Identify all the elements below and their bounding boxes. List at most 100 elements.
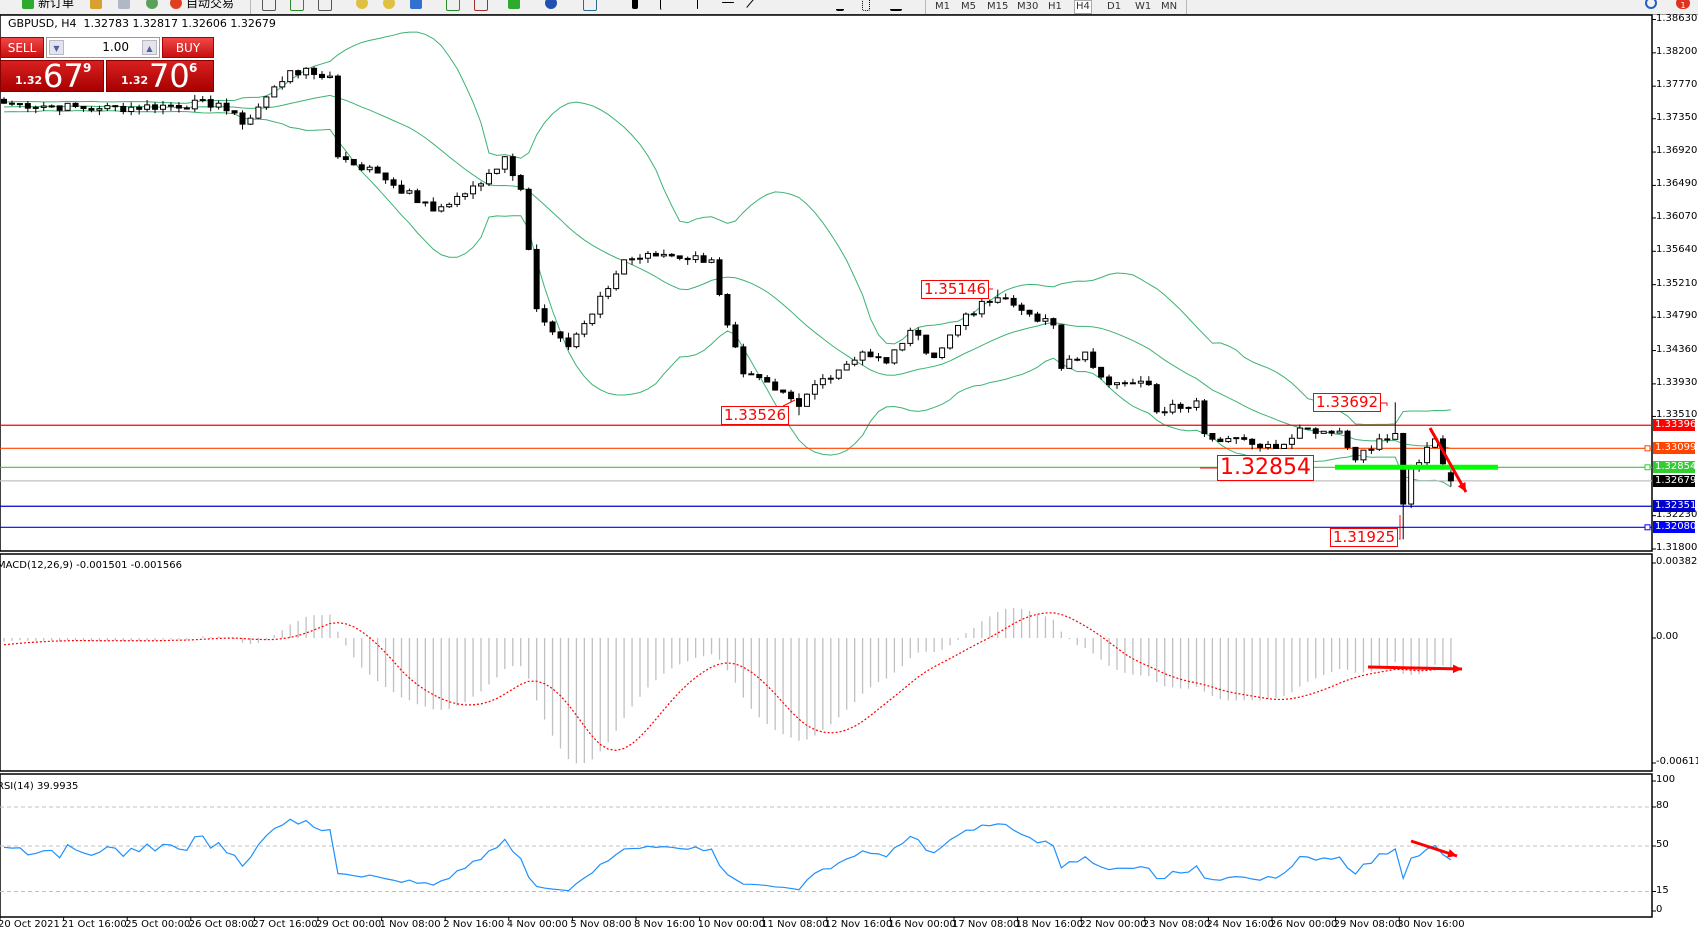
buy-price[interactable]: 1.32 70 6 [106, 57, 214, 95]
search-icon[interactable] [1645, 0, 1657, 9]
price-annotation: 1.31925 [1330, 528, 1399, 547]
cursor-icon[interactable] [632, 0, 638, 9]
timeframe-m30[interactable]: M30 [1017, 1, 1039, 12]
bearish-candle [565, 337, 572, 348]
sell-price-pips: 67 [43, 57, 84, 95]
indicators-icon[interactable] [508, 0, 520, 9]
bullish-candle [1280, 443, 1287, 450]
time-axis-label: 30 Nov 16:00 [1397, 919, 1465, 930]
bearish-candle [1249, 438, 1256, 445]
time-axis-label: 12 Nov 16:00 [824, 919, 893, 930]
bullish-candle [1233, 437, 1240, 440]
bullish-candle [1408, 467, 1415, 505]
autoscroll-icon[interactable] [474, 0, 488, 11]
bullish-candle [859, 351, 866, 361]
toolbar-separator [250, 0, 251, 14]
bullish-candle [326, 75, 333, 78]
bearish-candle [1, 98, 7, 104]
bearish-candle [1384, 438, 1391, 441]
bullish-candle [644, 252, 651, 259]
bearish-candle [883, 357, 890, 364]
volume-input[interactable]: 1.00 [102, 40, 129, 54]
bearish-candle [700, 255, 707, 263]
bearish-candle [923, 334, 930, 354]
time-axis-label: 25 Oct 00:00 [125, 919, 191, 930]
bearish-candle [1241, 437, 1248, 440]
volume-increase-icon[interactable]: ▲ [142, 40, 157, 55]
bearish-candle [1010, 297, 1017, 306]
timeframe-m5[interactable]: M5 [961, 1, 976, 12]
bearish-candle [350, 159, 357, 166]
bullish-candle [947, 334, 954, 349]
sell-button[interactable]: SELL [0, 37, 44, 58]
volume-stepper[interactable]: ▼ 1.00 ▲ [46, 37, 160, 58]
bullish-candle [446, 203, 453, 208]
price-tag: 1.32854 [1653, 461, 1697, 474]
annotation-leader-line [1399, 515, 1401, 540]
auto-trading-icon[interactable] [170, 0, 182, 9]
zoom-in-icon[interactable] [356, 0, 368, 9]
arrows-icon[interactable] [890, 0, 902, 11]
auto-trading-button[interactable]: 自动交易 [186, 0, 235, 10]
bearish-candle [1177, 403, 1184, 409]
chart-shift-icon[interactable] [446, 0, 460, 11]
bullish-candle [962, 313, 969, 326]
bullish-candle [629, 258, 636, 261]
bearish-candle [1034, 313, 1041, 322]
bearish-candle [668, 253, 675, 257]
bearish-candle [334, 75, 341, 158]
timeframe-m15[interactable]: M15 [987, 1, 1009, 12]
timeframe-d1[interactable]: D1 [1107, 1, 1122, 12]
text-icon[interactable] [836, 0, 844, 11]
candlestick-icon[interactable] [290, 0, 304, 11]
bearish-candle [1106, 376, 1113, 386]
timeframe-h4[interactable]: H4 [1074, 0, 1092, 14]
time-axis-label: 26 Nov 00:00 [1270, 919, 1338, 930]
bullish-candle [366, 166, 373, 171]
toolbar-separator [925, 0, 926, 14]
price-axis-label: 1.35640 [1656, 244, 1698, 256]
crosshair-icon[interactable] [660, 0, 673, 10]
bullish-candle [1114, 382, 1120, 386]
horizontal-line-icon[interactable] [722, 2, 734, 3]
time-axis-label: 2 Nov 16:00 [443, 919, 505, 930]
price-annotation: 1.33526 [721, 406, 790, 425]
timeframe-h1[interactable]: H1 [1048, 1, 1062, 12]
bearish-candle [1352, 446, 1359, 461]
bullish-candle [32, 106, 39, 109]
time-axis-label: 4 Nov 00:00 [506, 919, 568, 930]
line-anchor-handle [1644, 445, 1651, 452]
timeframe-mn[interactable]: MN [1161, 1, 1178, 12]
bearish-candle [915, 329, 922, 336]
new-order-icon[interactable] [22, 0, 34, 9]
signals-icon[interactable] [146, 0, 158, 9]
bearish-candle [112, 105, 119, 108]
bearish-candle [358, 164, 365, 171]
bearish-candle [716, 259, 723, 296]
new-order-button[interactable]: 新订单 [38, 0, 75, 10]
tile-windows-icon[interactable] [410, 0, 422, 9]
time-axis-label: 11 Nov 08:00 [761, 919, 829, 930]
line-chart-icon[interactable] [318, 0, 332, 11]
timeframe-m1[interactable]: M1 [935, 1, 950, 12]
bearish-candle [1090, 351, 1097, 368]
cloud-icon[interactable] [118, 0, 130, 9]
sell-price[interactable]: 1.32 67 9 [0, 57, 104, 95]
periods-icon[interactable] [545, 0, 557, 9]
bullish-candle [493, 168, 500, 174]
zoom-out-icon[interactable] [383, 0, 395, 9]
vertical-line-icon[interactable] [697, 0, 698, 9]
timeframe-w1[interactable]: W1 [1135, 1, 1152, 12]
time-axis-label: 17 Nov 08:00 [952, 919, 1020, 930]
templates-icon[interactable] [583, 0, 597, 11]
bearish-candle [207, 99, 214, 108]
buy-button[interactable]: BUY [162, 37, 214, 58]
volume-decrease-icon[interactable]: ▼ [49, 40, 64, 55]
price-axis-label: 1.36070 [1656, 210, 1698, 222]
notifications-icon[interactable]: 1 [1676, 0, 1690, 10]
text-label-icon[interactable] [862, 0, 870, 11]
bar-chart-icon[interactable] [262, 0, 276, 11]
history-center-icon[interactable] [90, 0, 102, 9]
bearish-candle [136, 106, 143, 110]
